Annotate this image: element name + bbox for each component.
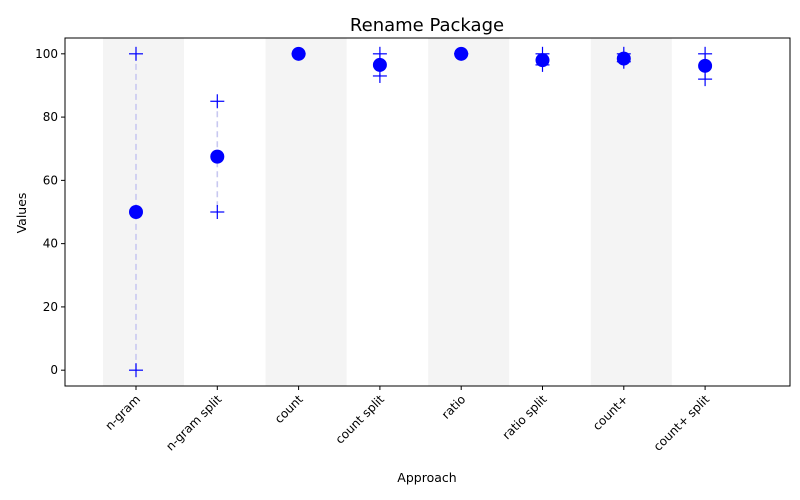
mean-point <box>372 57 387 72</box>
shaded-band <box>590 38 672 386</box>
mean-point <box>210 149 225 164</box>
shaded-band <box>265 38 347 386</box>
shaded-band <box>428 38 510 386</box>
y-tick-label: 0 <box>50 363 58 377</box>
y-tick-label: 40 <box>43 237 58 251</box>
x-tick-label: n-gram split <box>163 392 224 453</box>
x-axis-label: Approach <box>397 470 456 485</box>
plot-frame <box>64 37 791 387</box>
y-tick-label: 20 <box>43 300 58 314</box>
axes <box>64 37 791 387</box>
y-tick-label: 80 <box>43 110 58 124</box>
x-tick-label: count <box>272 392 306 426</box>
mean-point <box>698 58 713 73</box>
mean-point <box>535 53 550 68</box>
x-tick-label: n-gram <box>102 392 143 433</box>
shaded-bands <box>103 38 672 386</box>
x-tick-label: count split <box>333 392 388 447</box>
x-tick-label: count+ <box>590 392 631 433</box>
mean-point <box>454 46 469 61</box>
y-tick-label: 100 <box>35 47 58 61</box>
y-axis-label: Values <box>14 193 29 234</box>
mean-point <box>291 46 306 61</box>
data-markers <box>129 46 713 378</box>
x-tick-label: ratio split <box>500 392 550 442</box>
x-tick-label: count+ split <box>651 392 713 454</box>
x-tick-label: ratio <box>439 392 468 421</box>
shaded-band <box>103 38 184 386</box>
mean-point <box>616 51 631 66</box>
chart-title: Rename Package <box>350 15 504 36</box>
mean-point <box>129 205 143 219</box>
y-tick-label: 60 <box>43 173 58 187</box>
